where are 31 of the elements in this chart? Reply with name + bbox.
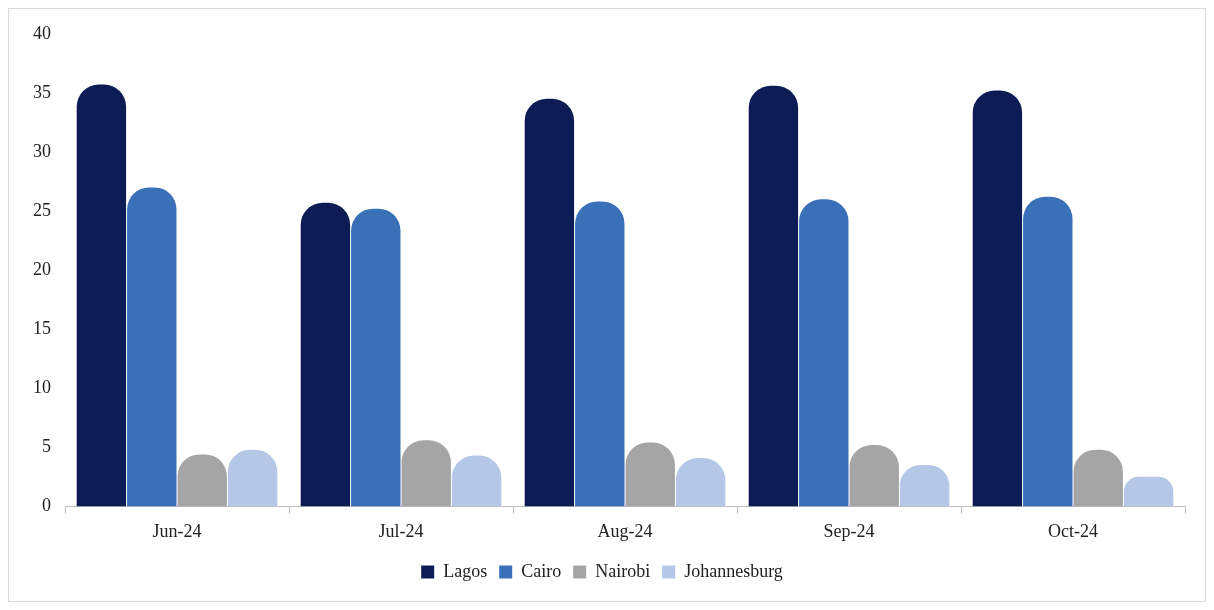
y-tick-label: 10 [33,376,51,397]
y-tick-label: 25 [33,199,51,220]
bar [575,201,625,507]
legend-label: Lagos [443,560,488,581]
bar [625,442,675,507]
y-tick-label: 0 [42,495,51,516]
x-tick-label: Aug-24 [597,520,653,541]
x-tick-label: Sep-24 [823,520,875,541]
bar [127,187,177,507]
bar [401,440,451,507]
y-tick-label: 35 [33,81,51,102]
y-tick-label: 5 [42,436,51,457]
x-tick-label: Jul-24 [378,520,424,541]
bar [300,202,351,507]
y-tick-label: 40 [33,22,51,43]
x-tick-label: Jun-24 [152,520,202,541]
legend-label: Nairobi [595,560,651,581]
bar [1123,476,1174,507]
x-tick-label: Oct-24 [1048,520,1098,541]
bar [351,208,401,507]
bar [1023,196,1073,507]
bar [748,85,799,507]
bar [524,98,575,507]
y-tick-label: 20 [33,258,51,279]
bar [76,84,127,507]
y-tick-label: 30 [33,140,51,161]
y-tick-label: 15 [33,317,51,338]
legend-label: Johannesburg [684,560,783,581]
bar [799,199,849,507]
legend-label: Cairo [521,560,562,581]
bar [972,90,1023,507]
